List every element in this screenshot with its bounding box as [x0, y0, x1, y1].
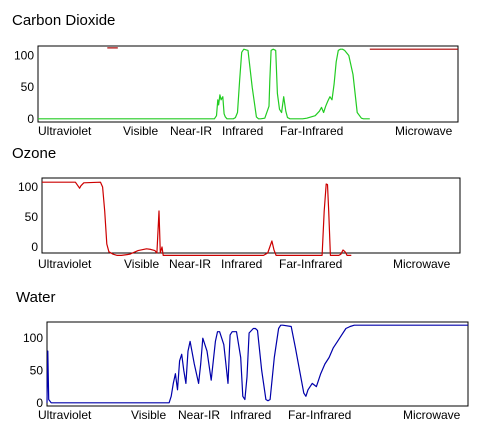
region-label-microwave: Microwave — [403, 408, 461, 422]
region-label-far-infrared: Far-Infrared — [279, 257, 342, 271]
plot-frame — [46, 321, 469, 407]
y-tick-label-50: 50 — [25, 210, 39, 224]
region-label-far-infrared: Far-Infrared — [280, 124, 343, 138]
y-tick-labels: 0 50 100 — [23, 331, 43, 410]
series-lines — [42, 181, 352, 257]
y-tick-labels: 0 50 100 — [14, 49, 34, 126]
y-tick-label-50: 50 — [30, 363, 44, 377]
region-label-near-ir: Near-IR — [169, 257, 211, 271]
chart-title-carbon-dioxide: Carbon Dioxide — [12, 12, 116, 29]
chart-water: 0 50 100 Ultraviolet Visible Near-IR Infrared… — [23, 321, 469, 422]
chart-title-ozone: Ozone — [12, 145, 57, 162]
series-line-0 — [38, 48, 370, 120]
region-labels: Ultraviolet Visible Near-IR Infrared Far-Inf… — [38, 257, 451, 271]
region-label-microwave: Microwave — [395, 124, 453, 138]
series-line-0 — [46, 324, 468, 404]
region-label-ultraviolet: Ultraviolet — [38, 257, 92, 271]
chart-carbon-dioxide: 0 50 100 Ultraviolet Visible Near-IR Infrared… — [14, 45, 459, 138]
series-line-0 — [42, 181, 352, 257]
region-label-ultraviolet: Ultraviolet — [38, 408, 92, 422]
y-tick-labels: 0 50 100 — [18, 180, 38, 254]
region-labels: Ultraviolet Visible Near-IR Infrared Far-Inf… — [38, 408, 461, 422]
region-label-microwave: Microwave — [393, 257, 451, 271]
series-lines — [46, 324, 468, 404]
y-tick-label-0: 0 — [27, 112, 34, 126]
region-label-visible: Visible — [123, 124, 158, 138]
region-label-infrared: Infrared — [222, 124, 263, 138]
region-label-near-ir: Near-IR — [170, 124, 212, 138]
region-label-visible: Visible — [131, 408, 166, 422]
y-tick-label-0: 0 — [36, 396, 43, 410]
y-tick-label-100: 100 — [18, 180, 38, 194]
y-tick-label-0: 0 — [31, 240, 38, 254]
chart-title-water: Water — [16, 289, 56, 306]
region-label-visible: Visible — [124, 257, 159, 271]
plot-frame — [37, 45, 459, 123]
chart-ozone: 0 50 100 Ultraviolet Visible Near-IR Infrared… — [18, 177, 461, 271]
region-labels: Ultraviolet Visible Near-IR Infrared Far-Inf… — [38, 124, 453, 138]
region-label-near-ir: Near-IR — [178, 408, 220, 422]
plot-frame — [41, 177, 461, 254]
region-label-far-infrared: Far-Infrared — [288, 408, 351, 422]
region-label-infrared: Infrared — [230, 408, 271, 422]
series-lines — [38, 47, 458, 120]
y-tick-label-100: 100 — [14, 49, 34, 63]
y-tick-label-50: 50 — [21, 80, 35, 94]
y-tick-label-100: 100 — [23, 331, 43, 345]
region-label-infrared: Infrared — [221, 257, 262, 271]
region-label-ultraviolet: Ultraviolet — [38, 124, 92, 138]
